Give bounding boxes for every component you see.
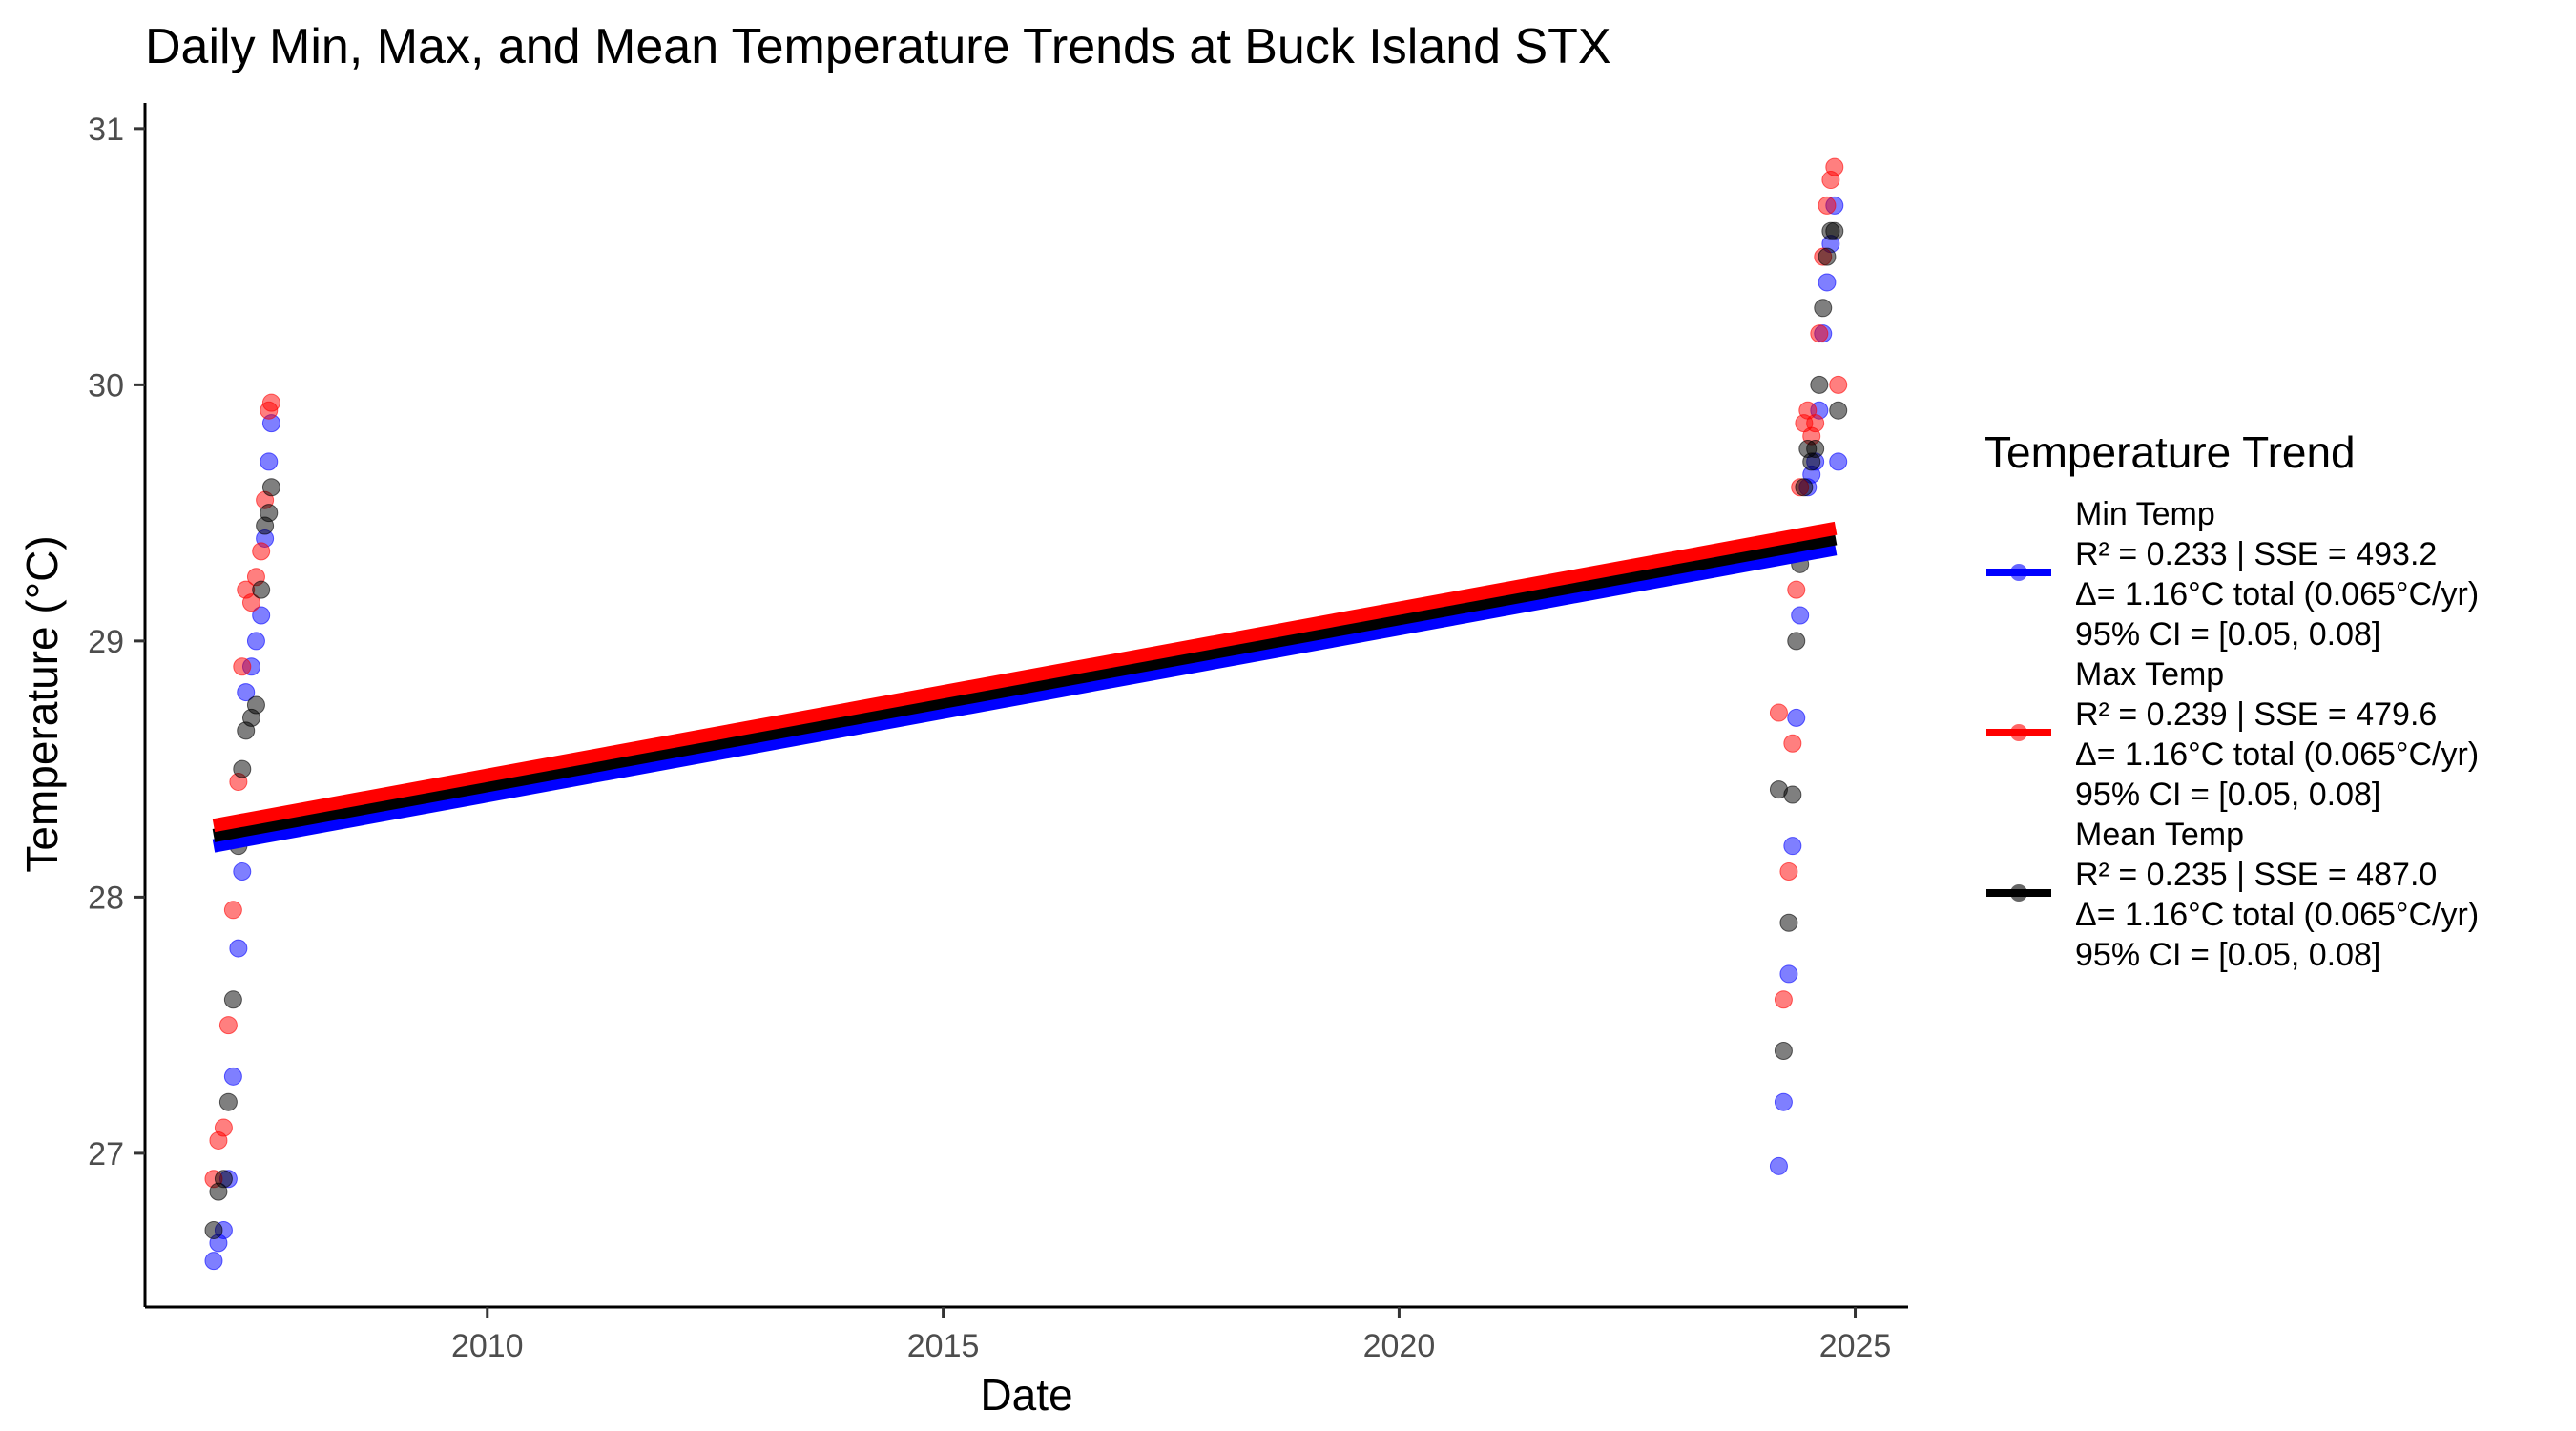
max-temp-point [1810,324,1829,343]
mean-temp-trend-line [212,531,1838,842]
legend-text-line: R² = 0.235 | SSE = 487.0 [2075,857,2437,893]
mean-temp-point [1806,439,1825,458]
mean-temp-point [1810,375,1829,394]
y-tick-label: 31 [88,112,124,148]
max-temp-point [1787,580,1806,599]
mean-temp-point [204,1220,223,1239]
max-temp-point [1818,196,1837,215]
legend-text-line: 95% CI = [0.05, 0.08] [2075,937,2380,973]
mean-temp-point [1774,1041,1793,1060]
legend-text-line: 95% CI = [0.05, 0.08] [2075,777,2380,813]
chart-title: Daily Min, Max, and Mean Temperature Tre… [145,19,1611,74]
y-tick-label: 29 [88,624,124,660]
min-temp-point [204,1252,223,1271]
legend-key-point [2010,724,2027,741]
x-tick-label: 2020 [1363,1328,1436,1364]
legend-text-line: Mean Temp [2075,817,2244,853]
min-temp-point [237,683,256,702]
legend-text-line: R² = 0.239 | SSE = 479.6 [2075,696,2437,733]
legend-key-point [2010,564,2027,581]
legend-text-line: Max Temp [2075,656,2224,693]
legend-text-line: Δ= 1.16°C total (0.065°C/yr) [2075,736,2479,773]
mean-temp-point [1829,401,1848,420]
x-axis-title: Date [980,1370,1072,1420]
mean-temp-point [233,759,252,778]
legend-key-point [2010,884,2027,902]
max-temp-point [1779,862,1798,881]
x-axis-ticks: 2010 2015 2020 2025 [451,1307,1891,1364]
min-temp-point [233,862,252,881]
max-temp-point [223,901,242,920]
legend-text-line: Min Temp [2075,496,2215,532]
mean-temp-point [1783,785,1802,804]
max-temp-point [218,1016,238,1035]
mean-temp-point [218,1092,238,1111]
x-tick-label: 2025 [1819,1328,1892,1364]
y-axis-title: Temperature (°C) [17,535,67,872]
legend: Temperature Trend Min Temp R² = 0.233 | S… [1984,427,2479,973]
min-temp-point [246,632,265,651]
min-temp-point [223,1067,242,1086]
legend-title: Temperature Trend [1984,427,2356,477]
mean-temp-point [1787,632,1806,651]
min-temp-point [1829,452,1848,471]
min-temp-point [1774,1092,1793,1111]
min-temp-point [1818,273,1837,292]
mean-temp-point [1825,221,1844,240]
mean-temp-point [252,580,271,599]
max-temp-point [1774,990,1793,1009]
x-tick-label: 2010 [451,1328,524,1364]
legend-text-line: Δ= 1.16°C total (0.065°C/yr) [2075,576,2479,612]
mean-temp-point [260,504,279,523]
y-axis-ticks: 27 28 29 30 31 [88,112,145,1172]
min-temp-point [260,452,279,471]
legend-text-line: R² = 0.233 | SSE = 493.2 [2075,536,2437,572]
max-temp-point [233,657,252,676]
mean-temp-point [1818,247,1837,266]
max-temp-point [261,393,280,412]
min-temp-point [1787,708,1806,727]
y-tick-label: 27 [88,1136,124,1172]
trend-lines-layer [212,521,1838,853]
min-temp-point [1791,606,1810,625]
min-temp-point [1779,964,1798,984]
legend-text-line: Δ= 1.16°C total (0.065°C/yr) [2075,897,2479,933]
mean-temp-point [246,695,265,715]
min-temp-trend-line [212,542,1838,853]
legend-entry-mean-temp: Mean Temp R² = 0.235 | SSE = 487.0 Δ= 1.16… [1986,817,2479,973]
mean-temp-point [1814,299,1833,318]
data-points-layer [204,157,1848,1271]
max-temp-point [241,593,260,612]
min-temp-point [252,606,271,625]
min-temp-point [229,939,248,958]
max-temp-trend-line [212,521,1838,833]
max-temp-point [1829,375,1848,394]
mean-temp-point [214,1170,233,1189]
max-temp-point [1769,703,1788,722]
mean-temp-point [223,990,242,1009]
y-tick-label: 30 [88,367,124,404]
min-temp-point [1769,1156,1788,1175]
max-temp-point [252,542,271,561]
mean-temp-point [1795,478,1814,497]
min-temp-point [1783,837,1802,856]
max-temp-point [1806,414,1825,433]
max-temp-point [214,1118,233,1137]
max-temp-point [1783,734,1802,753]
legend-entry-min-temp: Min Temp R² = 0.233 | SSE = 493.2 Δ= 1.16°… [1986,496,2479,653]
max-temp-point [1825,157,1844,176]
legend-text-line: 95% CI = [0.05, 0.08] [2075,616,2380,653]
mean-temp-point [261,478,280,497]
mean-temp-point [1779,913,1798,932]
y-tick-label: 28 [88,880,124,916]
x-tick-label: 2015 [907,1328,980,1364]
